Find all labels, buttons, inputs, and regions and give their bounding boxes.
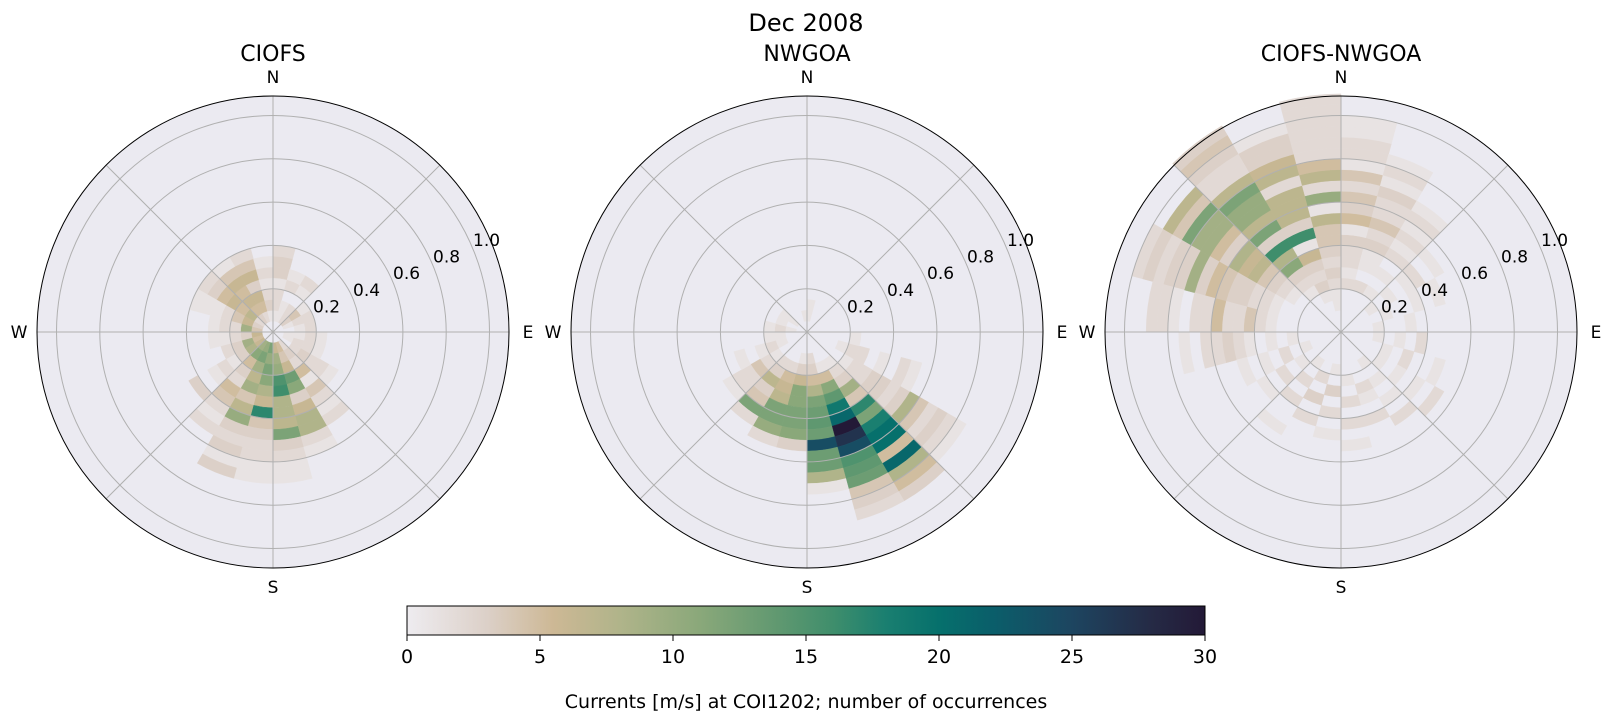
colorbar-tick-label: 15 bbox=[794, 646, 818, 668]
histogram-cell bbox=[853, 345, 870, 365]
compass-label-s: S bbox=[802, 578, 813, 598]
histogram-cell bbox=[207, 314, 221, 333]
radial-tick-label: 0.6 bbox=[393, 264, 420, 284]
colorbar-tick-label: 20 bbox=[927, 646, 951, 668]
polar-axes-frame bbox=[36, 95, 510, 569]
radial-tick-label: 1.0 bbox=[473, 231, 500, 251]
radial-tick-label: 0.8 bbox=[1501, 248, 1528, 268]
angular-gridline bbox=[272, 164, 441, 333]
colorbar-tick-label: 0 bbox=[401, 646, 413, 668]
histogram-cell bbox=[255, 384, 274, 398]
compass-label-s: S bbox=[268, 578, 279, 598]
compass-label-e: E bbox=[1057, 323, 1068, 343]
panel-title: CIOFS bbox=[240, 42, 305, 67]
histogram-cell bbox=[207, 331, 221, 350]
angular-gridline bbox=[105, 164, 274, 333]
histogram-cell bbox=[1340, 394, 1361, 408]
angular-gridline bbox=[639, 331, 808, 500]
radial-tick-label: 1.0 bbox=[1007, 231, 1034, 251]
radial-tick-label: 0.8 bbox=[433, 248, 460, 268]
histogram-cell bbox=[854, 491, 905, 521]
colorbar-tick-label: 25 bbox=[1060, 646, 1084, 668]
colorbar-ticks: 0 5 10 15 20 25 30 bbox=[401, 635, 1217, 668]
compass-label-n: N bbox=[267, 68, 280, 88]
panel-title: CIOFS-NWGOA bbox=[1261, 42, 1422, 67]
radial-tick-label: 0.8 bbox=[967, 248, 994, 268]
histogram-cell bbox=[789, 384, 808, 398]
histogram-cell bbox=[1323, 266, 1342, 280]
radial-tick-label: 1.0 bbox=[1541, 231, 1568, 251]
compass-label-s: S bbox=[1336, 578, 1347, 598]
figure-title: Dec 2008 bbox=[748, 9, 863, 37]
polar-panels: 0.20.40.60.81.0NSEWCIOFS0.20.40.60.81.0N… bbox=[11, 42, 1602, 598]
angular-gridline bbox=[1173, 331, 1342, 500]
angular-gridline bbox=[1340, 331, 1509, 500]
histogram-cell bbox=[1323, 384, 1342, 398]
compass-label-n: N bbox=[801, 68, 814, 88]
compass-label-w: W bbox=[11, 323, 28, 343]
panel-title: NWGOA bbox=[763, 42, 850, 67]
histogram-cell bbox=[1425, 277, 1446, 308]
radial-tick-label: 0.4 bbox=[887, 281, 914, 301]
compass-label-n: N bbox=[1335, 68, 1348, 88]
compass-label-w: W bbox=[1079, 323, 1096, 343]
compass-label-e: E bbox=[523, 323, 534, 343]
colorbar-tick-label: 5 bbox=[534, 646, 546, 668]
histogram-cell bbox=[321, 400, 350, 427]
histogram-cells bbox=[1131, 93, 1449, 452]
colorbar-tick-label: 10 bbox=[661, 646, 685, 668]
histogram-cell bbox=[255, 266, 274, 280]
radial-tick-label: 0.2 bbox=[313, 297, 340, 317]
radial-tick-label: 0.2 bbox=[847, 297, 874, 317]
histogram-cell bbox=[1393, 331, 1407, 350]
compass-label-e: E bbox=[1591, 323, 1602, 343]
histogram-cell bbox=[1189, 292, 1206, 333]
polar-panel-ciofs: 0.2 0.4 0.6 0.8 1.0 N S E W CIOFS bbox=[11, 42, 534, 598]
histogram-cell bbox=[272, 384, 291, 398]
histogram-cell bbox=[253, 256, 274, 270]
polar-grid bbox=[1105, 96, 1577, 568]
histogram-cell bbox=[1340, 266, 1359, 280]
angular-gridline bbox=[806, 164, 975, 333]
radial-tick-label: 0.4 bbox=[1421, 281, 1448, 301]
angular-gridline bbox=[1173, 164, 1342, 333]
polar-grid bbox=[571, 96, 1043, 568]
histogram-cells bbox=[188, 245, 350, 484]
polar-axes-frame bbox=[1104, 95, 1578, 569]
angular-gridline bbox=[639, 164, 808, 333]
colorbar-tick-label: 30 bbox=[1193, 646, 1217, 668]
radial-tick-label: 0.4 bbox=[353, 281, 380, 301]
polar-panel-nwgoa: 0.2 0.4 0.6 0.8 1.0 N S E W NWGOA bbox=[545, 42, 1068, 598]
radial-tick-label: 0.6 bbox=[1461, 264, 1488, 284]
histogram-cell bbox=[1172, 125, 1228, 172]
polar-axes-frame bbox=[570, 95, 1044, 569]
compass-label-w: W bbox=[545, 323, 562, 343]
histogram-cell bbox=[1236, 356, 1257, 387]
histogram-cell bbox=[1145, 281, 1164, 333]
angular-gridline bbox=[806, 331, 975, 500]
polar-grid bbox=[37, 96, 509, 568]
histogram-cell bbox=[1265, 331, 1279, 352]
histogram-cells bbox=[722, 299, 967, 521]
polar-panel-ciofs-nwgoa: 0.2 0.4 0.6 0.8 1.0 N S E W CIOFS-NWGOA bbox=[1079, 42, 1602, 598]
colorbar: 0 5 10 15 20 25 30 Currents [m/s] at COI1202; … bbox=[401, 605, 1217, 713]
histogram-cell bbox=[1278, 345, 1295, 365]
angular-gridline bbox=[105, 331, 274, 500]
colorbar-label: Currents [m/s] at COI1202; number of occ… bbox=[565, 691, 1047, 713]
histogram-cell bbox=[207, 364, 228, 386]
histogram-cell bbox=[733, 348, 752, 371]
angular-gridline bbox=[1340, 164, 1509, 333]
radial-tick-label: 0.2 bbox=[1381, 297, 1408, 317]
histogram-cell bbox=[898, 461, 946, 502]
histogram-cell bbox=[196, 453, 237, 479]
histogram-cell bbox=[272, 266, 291, 280]
angular-gridline bbox=[272, 331, 441, 500]
radial-tick-label: 0.6 bbox=[927, 264, 954, 284]
histogram-cell bbox=[806, 384, 825, 398]
colorbar-gradient bbox=[406, 605, 1206, 636]
histogram-cell bbox=[900, 359, 923, 392]
